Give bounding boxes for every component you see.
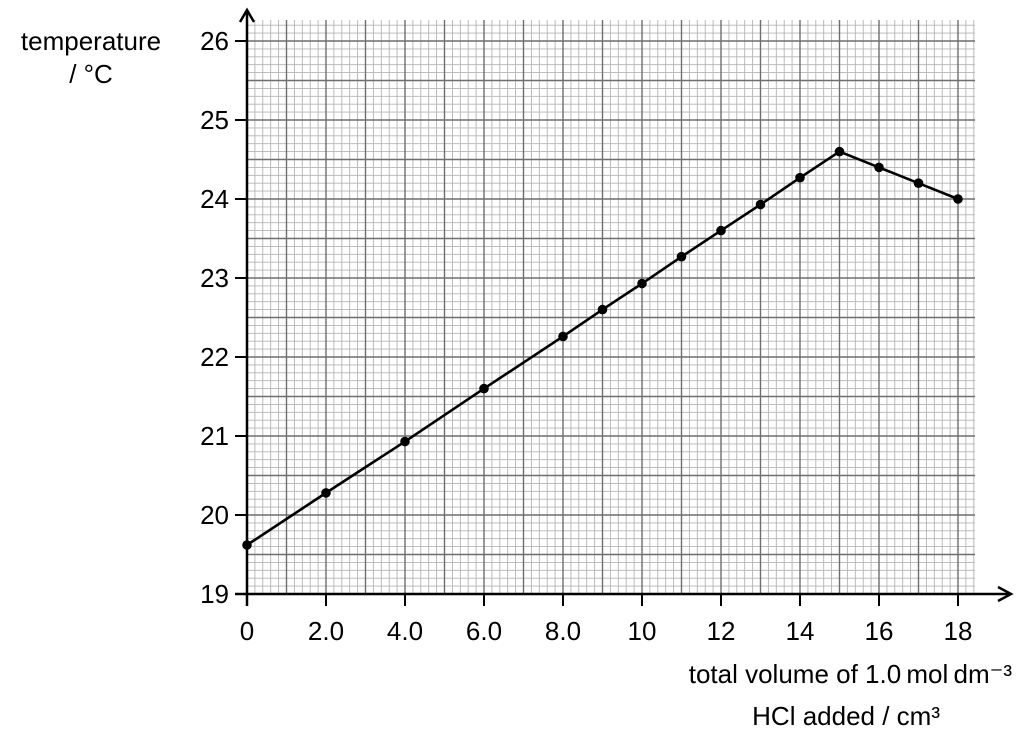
y-tick-label: 19	[200, 579, 229, 609]
grid-major	[247, 20, 975, 594]
data-point	[479, 383, 489, 394]
y-tick-label: 24	[200, 184, 229, 214]
x-tick-label: 16	[865, 616, 894, 646]
data-point	[597, 304, 608, 315]
x-tick-label: 10	[628, 616, 657, 646]
x-tick-label: 8.0	[545, 616, 581, 646]
x-tick-label: 6.0	[466, 616, 502, 646]
x-axis-label-line1: total volume of 1.0 mol dm⁻³	[688, 659, 1012, 689]
data-point	[637, 278, 647, 289]
x-axis-label-line2: HCl added / cm³	[752, 701, 940, 731]
y-tick-label: 22	[200, 342, 229, 372]
data-point	[558, 331, 568, 342]
x-tick-label: 2.0	[308, 616, 344, 646]
x-tick-label: 12	[707, 616, 736, 646]
x-tick-label: 0	[240, 616, 254, 646]
data-point	[834, 146, 845, 157]
y-tick-label: 21	[200, 421, 229, 451]
data-point	[953, 194, 963, 204]
data-point	[716, 225, 726, 236]
data-point	[400, 436, 410, 447]
data-point	[874, 162, 884, 173]
y-axis-arrow	[238, 7, 256, 23]
data-point	[242, 540, 252, 550]
y-tick-label: 20	[200, 500, 229, 530]
x-tick-label: 14	[786, 616, 815, 646]
ticks: 19 20 21 22 23 24 25 26 0 2.0 4.0 6.0 8.0 10 12 14 16 18	[200, 26, 972, 646]
y-axis-label-line2: / °C	[69, 59, 113, 89]
y-tick-label: 23	[200, 263, 229, 293]
x-axis-arrow	[997, 585, 1014, 603]
x-tick-label: 18	[944, 616, 973, 646]
y-axis-label-line1: temperature	[20, 26, 162, 56]
data-point	[913, 178, 924, 188]
y-tick-label: 26	[200, 26, 229, 56]
data-point	[795, 172, 805, 183]
axes	[235, 7, 1014, 606]
x-tick-label: 4.0	[387, 616, 423, 646]
y-tick-label: 25	[200, 105, 229, 135]
series	[242, 146, 963, 550]
data-point	[676, 251, 687, 262]
data-point	[321, 488, 331, 498]
data-point	[755, 199, 766, 210]
grid-minor	[247, 20, 975, 594]
